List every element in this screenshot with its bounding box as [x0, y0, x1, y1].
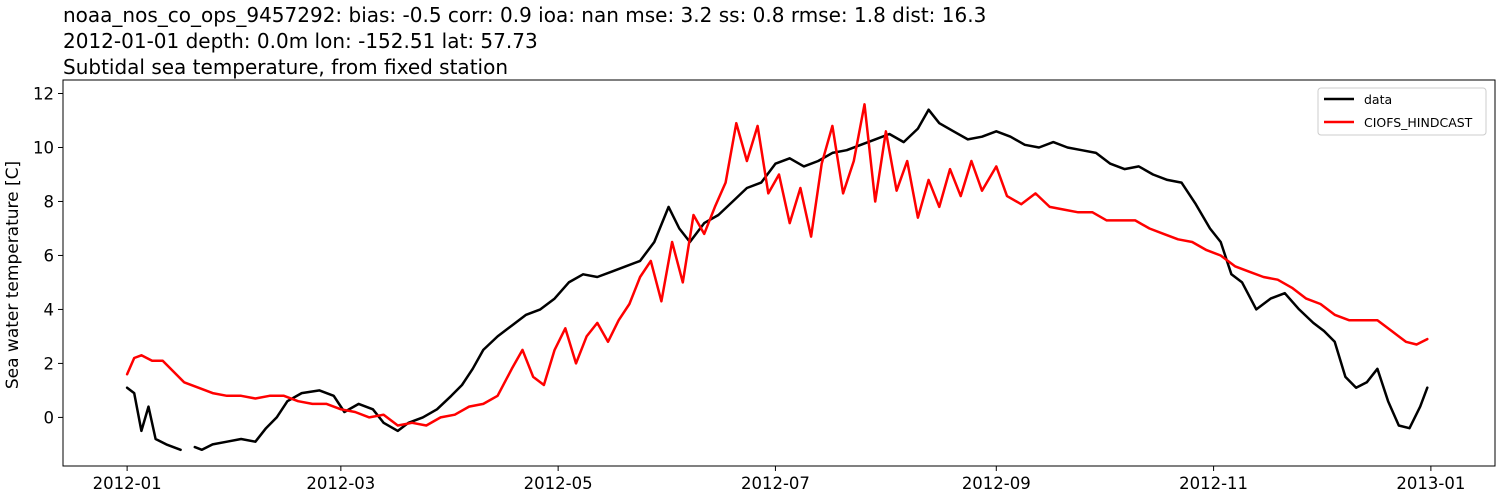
x-tick-label: 2012-01	[93, 474, 162, 493]
plot-area	[125, 103, 1429, 452]
x-tick-label: 2012-09	[962, 474, 1031, 493]
series-line-ciofs-hindcast	[125, 103, 1429, 427]
series-line-data	[125, 108, 1429, 452]
y-tick-label: 0	[44, 408, 55, 427]
y-tick-label: 2	[44, 354, 55, 373]
legend-label-ciofs-hindcast: CIOFS_HINDCAST	[1364, 115, 1473, 130]
y-axis-label: Sea water temperature [C]	[3, 161, 23, 389]
y-tick-label: 12	[33, 84, 54, 103]
x-tick-label: 2012-03	[306, 474, 375, 493]
chart-title-line-3: Subtidal sea temperature, from fixed sta…	[63, 55, 508, 79]
x-tick-label: 2012-05	[524, 474, 593, 493]
legend-box	[1317, 87, 1487, 136]
chart-title-line-2: 2012-01-01 depth: 0.0m lon: -152.51 lat:…	[63, 29, 538, 53]
legend-label-data: data	[1364, 92, 1392, 107]
axis-ticks: 2012-01 2012-03 2012-05 2012-07 2012-09 2012-…	[33, 84, 1465, 493]
axes-frame	[62, 79, 1496, 467]
x-tick-label: 2012-11	[1179, 474, 1248, 493]
x-tick-label: 2013-01	[1396, 474, 1465, 493]
x-tick-label: 2012-07	[741, 474, 810, 493]
y-tick-label: 8	[44, 192, 55, 211]
chart-title-line-1: noaa_nos_co_ops_9457292: bias: -0.5 corr…	[63, 3, 986, 27]
legend: data CIOFS_HINDCAST	[1317, 87, 1487, 136]
y-tick-label: 4	[44, 300, 55, 319]
y-tick-label: 10	[33, 138, 54, 157]
y-tick-label: 6	[44, 246, 55, 265]
